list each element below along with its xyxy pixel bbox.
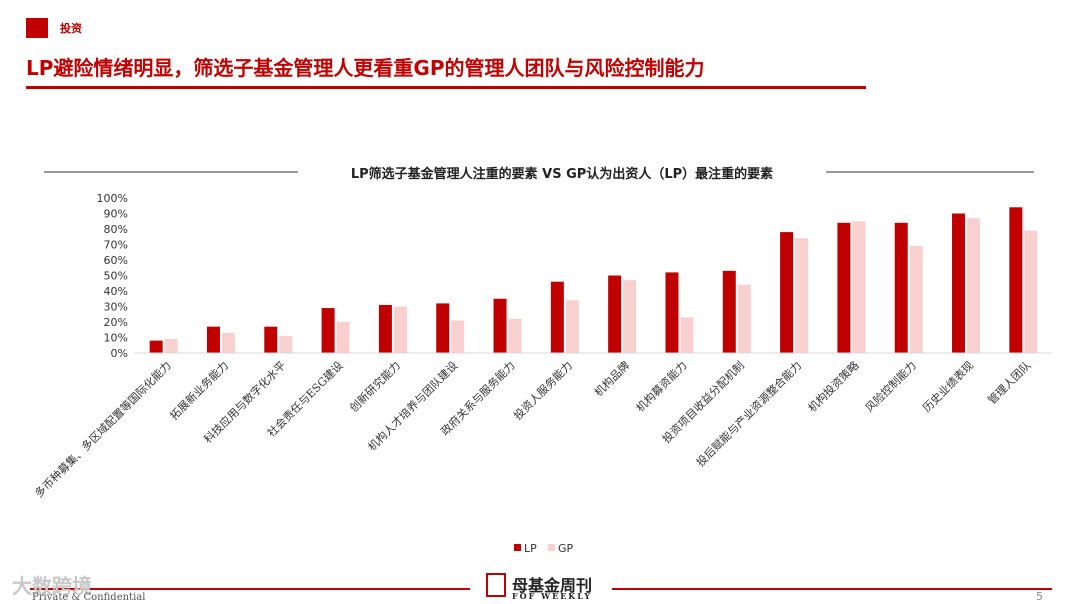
bar-gp bbox=[565, 300, 579, 353]
page-title: LP避险情绪明显，筛选子基金管理人更看重GP的管理人团队与风险控制能力 bbox=[26, 56, 705, 80]
x-category-label: 多币种募集、多区域配置等国际化能力 bbox=[32, 358, 174, 500]
bar-gp bbox=[852, 221, 866, 353]
bar-lp bbox=[608, 275, 622, 353]
x-category-label: 管理人团队 bbox=[985, 358, 1034, 407]
bar-gp bbox=[680, 317, 694, 353]
bar-gp bbox=[393, 306, 407, 353]
bar-gp bbox=[909, 246, 923, 353]
bar-lp bbox=[894, 222, 908, 353]
x-category-label: 拓展新业务能力 bbox=[167, 358, 231, 422]
watermark: 大数跨境 bbox=[12, 574, 92, 598]
x-category-label: 风险控制能力 bbox=[862, 358, 919, 415]
logo-title: 母基金周刊 bbox=[512, 576, 593, 595]
x-category-label: 投资人服务能力 bbox=[511, 358, 575, 422]
bar-lp bbox=[436, 303, 450, 353]
section-marker bbox=[26, 18, 48, 38]
bar-lp bbox=[149, 340, 163, 353]
footer-rule-right bbox=[612, 588, 1052, 590]
bar-gp bbox=[336, 322, 350, 353]
y-tick-label: 60% bbox=[104, 254, 128, 267]
bar-lp bbox=[378, 304, 392, 353]
page-number: 5 bbox=[1036, 590, 1043, 603]
bar-gp bbox=[623, 280, 637, 353]
y-tick-label: 70% bbox=[104, 239, 128, 252]
x-category-label: 创新研究能力 bbox=[346, 358, 403, 415]
y-tick-label: 20% bbox=[104, 316, 128, 329]
y-tick-label: 30% bbox=[104, 301, 128, 314]
bar-lp bbox=[321, 308, 335, 353]
bar-gp bbox=[508, 318, 522, 353]
confidential-note: Private & Confidential bbox=[32, 592, 146, 603]
title-underline bbox=[26, 86, 866, 89]
bar-gp bbox=[279, 335, 293, 353]
logo-subtitle: FOF WEEKLY bbox=[512, 591, 593, 601]
y-tick-label: 90% bbox=[104, 208, 128, 221]
section-tag: 投资 bbox=[60, 22, 82, 35]
bar-lp bbox=[493, 298, 507, 353]
x-category-label: 机构投资策略 bbox=[805, 358, 862, 415]
footer-rule-left bbox=[30, 588, 470, 590]
y-tick-label: 50% bbox=[104, 270, 128, 283]
y-tick-label: 0% bbox=[111, 347, 128, 360]
bar-gp bbox=[451, 320, 465, 353]
bar-lp bbox=[1009, 207, 1023, 353]
logo-icon bbox=[486, 573, 506, 597]
y-tick-label: 10% bbox=[104, 332, 128, 345]
bar-lp bbox=[780, 232, 794, 353]
legend-swatch-gp bbox=[548, 544, 555, 551]
legend-swatch-lp bbox=[514, 544, 521, 551]
bar-gp bbox=[967, 218, 981, 353]
bar-lp bbox=[837, 222, 851, 353]
x-category-label: 投后赋能与产业资源整合能力 bbox=[693, 358, 804, 469]
x-category-label: 机构募资能力 bbox=[633, 358, 690, 415]
bar-lp bbox=[665, 272, 679, 353]
bar-lp bbox=[550, 281, 564, 353]
bar-lp bbox=[722, 270, 736, 353]
bar-gp bbox=[164, 339, 178, 353]
x-category-label: 历史业绩表现 bbox=[920, 358, 977, 415]
x-category-label: 机构品牌 bbox=[591, 358, 632, 399]
y-tick-label: 40% bbox=[104, 285, 128, 298]
y-tick-label: 100% bbox=[97, 192, 128, 205]
chart-title: LP筛选子基金管理人注重的要素 VS GP认为出资人（LP）最注重的要素 bbox=[351, 166, 773, 182]
bar-lp bbox=[264, 326, 278, 353]
bar-gp bbox=[795, 238, 809, 353]
legend-label-lp: LP bbox=[524, 542, 537, 555]
bar-gp bbox=[221, 332, 235, 353]
bar-lp bbox=[206, 326, 220, 353]
legend-label-gp: GP bbox=[558, 542, 574, 555]
y-tick-label: 80% bbox=[104, 223, 128, 236]
bar-gp bbox=[737, 284, 751, 353]
bar-lp bbox=[952, 213, 966, 353]
bar-gp bbox=[1024, 230, 1038, 353]
